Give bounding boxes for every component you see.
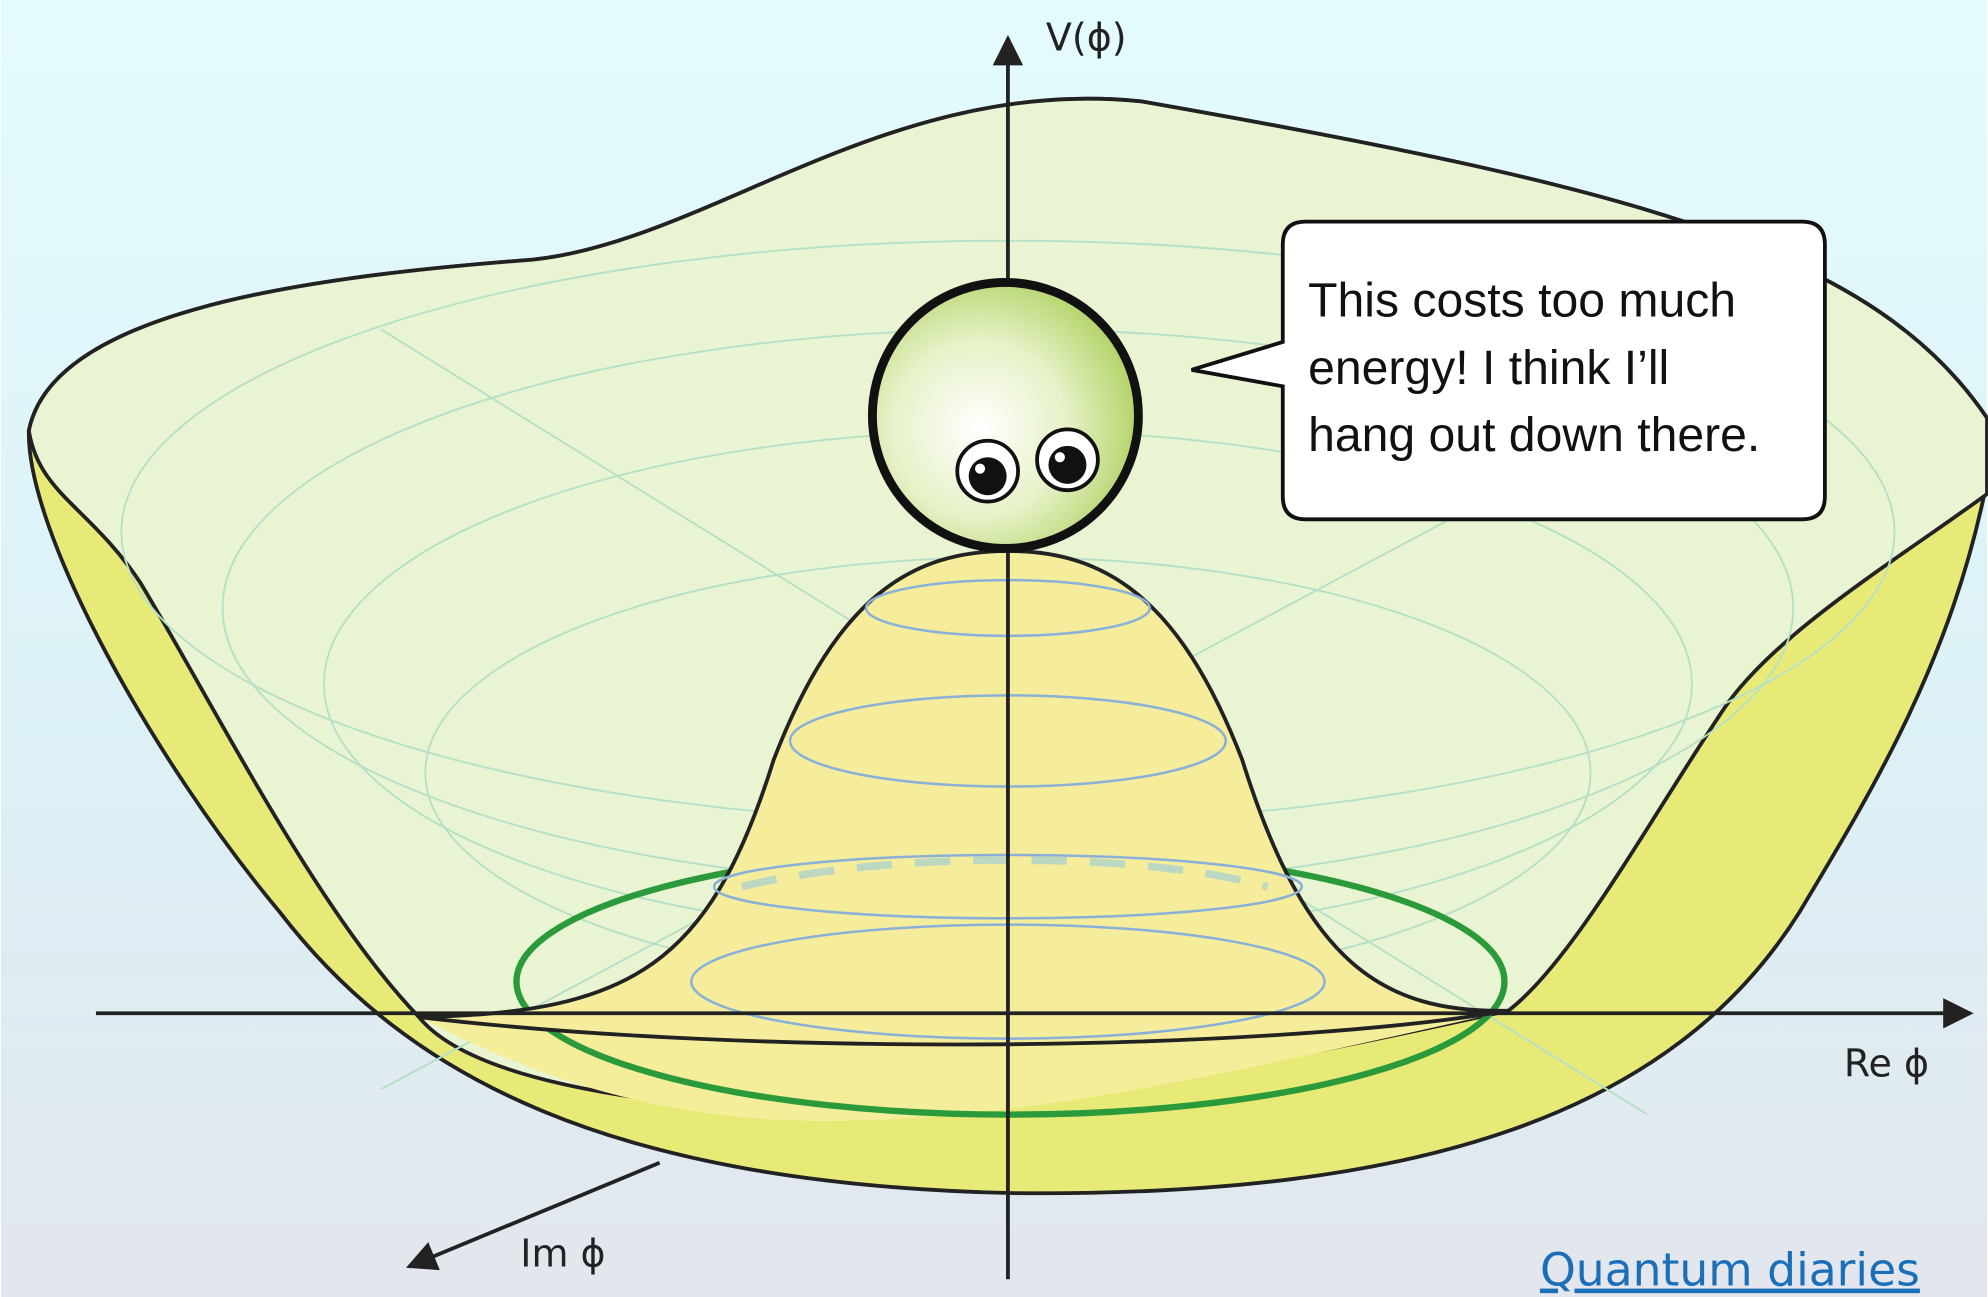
v-axis-label: V(ϕ) bbox=[1046, 16, 1127, 60]
im-axis-label: Im ϕ bbox=[520, 1232, 605, 1276]
bubble-line: This costs too much bbox=[1308, 274, 1736, 328]
page: V(ϕ) Re ϕ Im ϕ This costs too much energ… bbox=[0, 0, 1988, 1297]
bubble-line: energy! I think I’ll bbox=[1308, 341, 1669, 395]
credit-link[interactable]: Quantum diaries bbox=[1540, 1244, 1920, 1297]
diagram: V(ϕ) Re ϕ Im ϕ This costs too much energ… bbox=[0, 0, 1988, 1297]
re-axis-label: Re ϕ bbox=[1844, 1042, 1929, 1086]
bubble-line: hang out down there. bbox=[1308, 408, 1760, 462]
ball bbox=[872, 282, 1138, 548]
